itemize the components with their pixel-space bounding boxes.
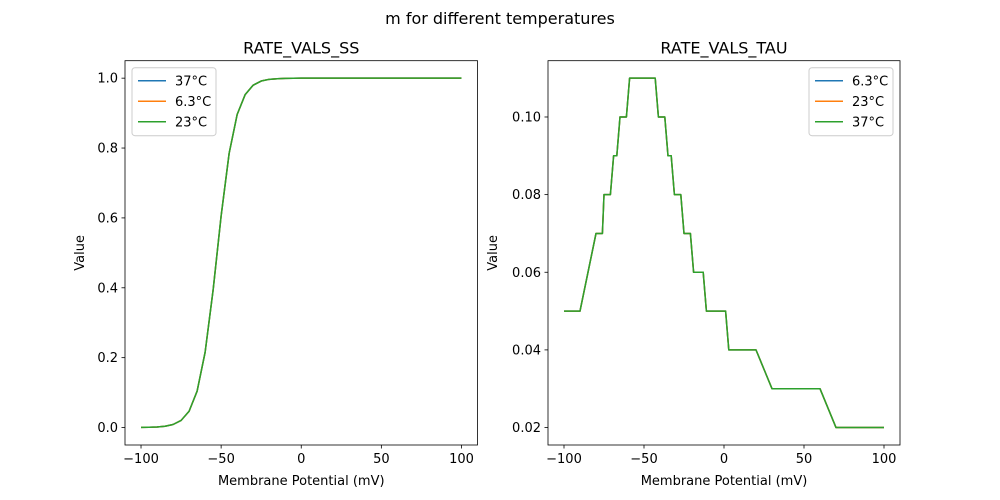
legend-label: 23°C (175, 116, 207, 131)
x-tick-label: 50 (796, 452, 813, 467)
legend-box (808, 67, 894, 137)
legend-label: 6.3°C (175, 95, 211, 110)
x-tick-label: 100 (872, 452, 897, 467)
legend-label: 6.3°C (852, 75, 888, 90)
y-tick-label: 0.06 (512, 266, 541, 281)
legend-label: 37°C (852, 116, 884, 131)
legend: 6.3°C 23°C 37°C (808, 67, 894, 137)
y-tick-label: 0.02 (512, 421, 541, 436)
legend-label: 23°C (852, 95, 884, 110)
legend: 37°C 6.3°C 23°C (131, 67, 217, 137)
y-axis-label: Value (486, 235, 501, 271)
x-tick-label: −50 (630, 452, 657, 467)
y-axis-label: Value (73, 235, 88, 271)
x-tick-label: −100 (546, 452, 582, 467)
y-tick-label: 0.4 (97, 281, 118, 296)
legend-box (131, 67, 217, 137)
series-line-2 (564, 77, 884, 429)
plot-rate-vals-ss: −100 −50 0 50 100 0.0 0.2 0.4 0.6 0.8 1.0 RATE_VALS… (73, 39, 478, 489)
y-tick-label: 0.2 (97, 351, 118, 366)
figure-title: m for different temperatures (385, 9, 615, 28)
x-tick-label: −50 (207, 452, 234, 467)
plot-rate-vals-tau: −100 −50 0 50 100 0.02 0.04 0.06 0.08 0.10 RATE_VA… (486, 39, 901, 489)
y-tick-label: 0.10 (512, 110, 541, 125)
legend-label: 37°C (175, 75, 207, 90)
y-tick-label: 0.8 (97, 142, 118, 157)
y-tick-label: 0.08 (512, 188, 541, 203)
x-axis-label: Membrane Potential (mV) (218, 474, 385, 489)
x-tick-label: −100 (123, 452, 159, 467)
x-tick-label: 50 (373, 452, 390, 467)
y-tick-label: 0.6 (97, 211, 118, 226)
x-tick-label: 100 (449, 452, 474, 467)
x-axis-label: Membrane Potential (mV) (641, 474, 808, 489)
y-tick-label: 1.0 (97, 72, 118, 87)
y-tick-label: 0.0 (97, 421, 118, 436)
series-line-2 (141, 77, 462, 429)
axes-title: RATE_VALS_SS (243, 39, 359, 59)
y-tick-label: 0.04 (512, 343, 541, 358)
axes-title: RATE_VALS_TAU (660, 39, 787, 59)
x-tick-label: 0 (297, 452, 305, 467)
x-tick-label: 0 (720, 452, 728, 467)
